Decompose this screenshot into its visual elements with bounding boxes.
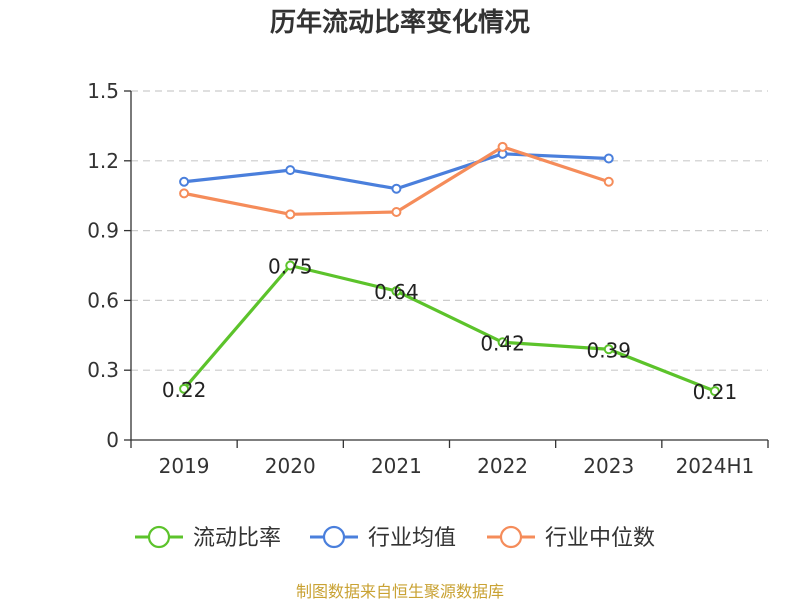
data-point[interactable] — [497, 337, 508, 348]
data-point[interactable] — [603, 153, 614, 164]
legend-item-1[interactable]: 行业均值 — [310, 525, 456, 551]
x-tick-label: 2024H1 — [676, 454, 755, 478]
y-axis: 0 0.3 0.6 0.9 1.2 1.5 — [87, 79, 132, 452]
legend-label: 流动比率 — [193, 526, 281, 551]
y-tick-label: 0.9 — [87, 219, 119, 243]
legend-item-2[interactable]: 行业中位数 — [487, 525, 655, 551]
legend-label: 行业均值 — [368, 526, 456, 551]
data-label: 0.64 — [374, 280, 419, 304]
data-point[interactable] — [603, 344, 614, 355]
chart-title: 历年流动比率变化情况 — [270, 7, 530, 38]
data-label: 0.42 — [480, 331, 525, 355]
x-tick-label: 2023 — [583, 454, 634, 478]
x-axis: 2019 2020 2021 2022 2023 2024H1 — [130, 439, 769, 478]
legend[interactable]: 流动比率 行业均值 行业中位数 — [135, 525, 655, 551]
series-line — [182, 263, 716, 393]
data-label: 0.21 — [693, 380, 738, 404]
data-source-footer: 制图数据来自恒生聚源数据库 — [295, 582, 504, 601]
data-point[interactable] — [179, 188, 190, 199]
data-point[interactable] — [285, 209, 296, 220]
x-tick-label: 2020 — [265, 454, 316, 478]
grid-lines — [131, 90, 768, 371]
series-group: 0.22 0.75 0.64 0.42 0.39 0.21 — [162, 141, 737, 405]
series-1 — [179, 148, 614, 194]
y-tick-label: 0 — [106, 428, 119, 452]
data-point[interactable] — [603, 176, 614, 187]
data-label: 0.75 — [268, 255, 313, 279]
x-tick-label: 2019 — [159, 454, 210, 478]
legend-marker-icon — [499, 525, 523, 549]
data-point[interactable] — [709, 386, 720, 397]
series-2 — [179, 141, 614, 220]
data-point[interactable] — [179, 383, 190, 394]
legend-item-0[interactable]: 流动比率 — [135, 525, 281, 551]
data-label: 0.22 — [162, 378, 207, 402]
data-point[interactable] — [285, 260, 296, 271]
data-point[interactable] — [285, 165, 296, 176]
y-tick-label: 0.3 — [87, 358, 119, 382]
data-point[interactable] — [391, 206, 402, 217]
data-point[interactable] — [179, 176, 190, 187]
data-point[interactable] — [497, 141, 508, 152]
y-tick-label: 1.5 — [87, 79, 119, 103]
y-tick-label: 0.6 — [87, 288, 119, 312]
series-0: 0.22 0.75 0.64 0.42 0.39 0.21 — [162, 255, 737, 405]
data-point[interactable] — [391, 286, 402, 297]
series-line — [183, 152, 609, 191]
x-tick-label: 2022 — [477, 454, 528, 478]
legend-marker-icon — [147, 525, 171, 549]
legend-label: 行业中位数 — [545, 526, 655, 551]
data-label: 0.39 — [586, 338, 631, 362]
x-tick-label: 2021 — [371, 454, 422, 478]
data-point[interactable] — [391, 183, 402, 194]
y-tick-label: 1.2 — [87, 149, 119, 173]
legend-marker-icon — [322, 525, 346, 549]
